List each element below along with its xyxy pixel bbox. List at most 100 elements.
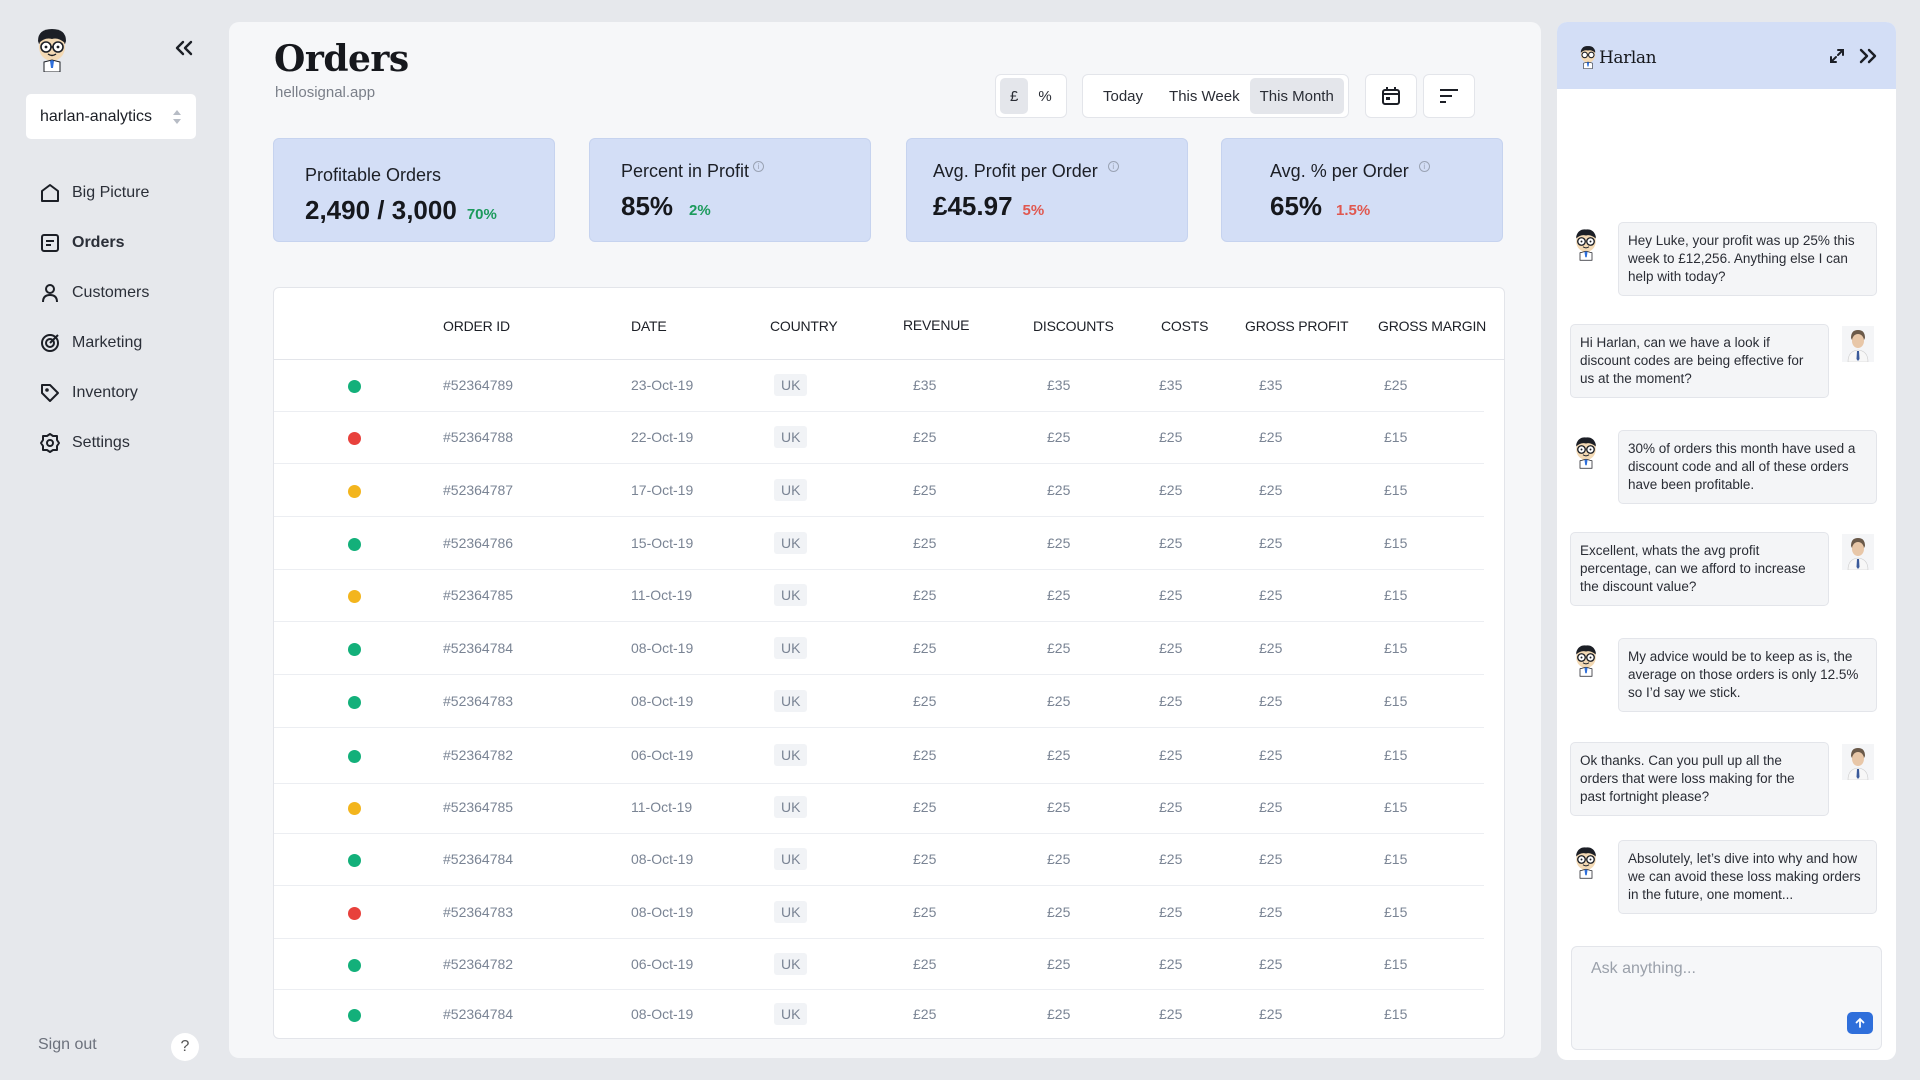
sidebar-item-inventory[interactable]: Inventory: [26, 368, 206, 418]
cell-id[interactable]: #52364787: [443, 482, 514, 498]
cell-id[interactable]: #52364783: [443, 904, 514, 920]
cell-revenue: £25: [913, 587, 937, 603]
cell-gross-margin: £15: [1384, 535, 1408, 551]
sidebar-item-orders[interactable]: Orders: [26, 218, 206, 268]
cell-gross-profit: £25: [1259, 851, 1283, 867]
table-row[interactable]: #52364785 11-Oct-19 UK £25 £25 £25 £25 £15: [274, 570, 1484, 622]
workspace-select[interactable]: harlan-analytics: [26, 94, 196, 139]
orders-table: ORDER ID DATE COUNTRY REVENUE DISCOUNTS …: [273, 287, 1505, 1039]
column-header-discounts[interactable]: DISCOUNTS: [1033, 318, 1114, 334]
cell-revenue: £25: [913, 693, 937, 709]
table-row[interactable]: #52364784 08-Oct-19 UK £25 £25 £25 £25 £15: [274, 623, 1484, 675]
table-row[interactable]: #52364786 15-Oct-19 UK £25 £25 £25 £25 £15: [274, 518, 1484, 570]
currency-option-pound[interactable]: £: [1000, 78, 1029, 114]
calendar-button[interactable]: [1365, 74, 1417, 118]
send-button[interactable]: [1847, 1012, 1873, 1034]
cell-country: UK: [774, 1003, 808, 1025]
double-chevron-left-icon: [175, 40, 193, 56]
cell-country: UK: [774, 953, 808, 975]
cell-gross-margin: £15: [1384, 799, 1408, 815]
cell-costs: £25: [1159, 904, 1183, 920]
cell-discounts: £25: [1047, 956, 1071, 972]
cell-id[interactable]: #52364785: [443, 799, 514, 815]
cell-id[interactable]: #52364786: [443, 535, 514, 551]
currency-toggle: £ %: [995, 74, 1067, 118]
chat-title: Harlan: [1599, 48, 1657, 68]
cell-costs: £25: [1159, 640, 1183, 656]
cell-id[interactable]: #52364785: [443, 587, 514, 603]
column-header-gross-profit[interactable]: GROSS PROFIT: [1245, 318, 1349, 334]
cell-revenue: £25: [913, 747, 937, 763]
range-this-month[interactable]: This Month: [1249, 78, 1344, 114]
harlan-logo: [32, 26, 72, 73]
table-row[interactable]: #52364785 11-Oct-19 UK £25 £25 £25 £25 £15: [274, 782, 1484, 834]
cell-discounts: £25: [1047, 799, 1071, 815]
sidebar: harlan-analytics Big Picture Orders Cust…: [0, 0, 228, 1080]
expand-chat-button[interactable]: [1827, 46, 1847, 66]
table-row[interactable]: #52364784 08-Oct-19 UK £25 £25 £25 £25 £15: [274, 991, 1484, 1038]
cell-gross-margin: £15: [1384, 747, 1408, 763]
collapse-sidebar-button[interactable]: [170, 36, 198, 60]
status-dot: [348, 432, 361, 445]
cell-gross-profit: £25: [1259, 640, 1283, 656]
cell-id[interactable]: #52364784: [443, 851, 514, 867]
column-header-date[interactable]: DATE: [631, 318, 667, 334]
column-header-revenue[interactable]: REVENUE: [903, 317, 970, 333]
info-icon[interactable]: i: [1418, 161, 1430, 172]
chat-input-box: [1571, 946, 1882, 1050]
cell-discounts: £25: [1047, 640, 1071, 656]
kpi-value-text: 2,490 / 3,000: [305, 195, 457, 225]
cell-id[interactable]: #52364782: [443, 747, 514, 763]
cell-id[interactable]: #52364788: [443, 429, 514, 445]
sign-out-link[interactable]: Sign out: [38, 1036, 97, 1053]
cell-date: 23-Oct-19: [631, 377, 694, 393]
cell-costs: £25: [1159, 482, 1183, 498]
table-row[interactable]: #52364782 06-Oct-19 UK £25 £25 £25 £25 £15: [274, 940, 1484, 990]
cell-country: UK: [774, 901, 808, 923]
column-header-costs[interactable]: COSTS: [1161, 318, 1209, 334]
cell-date: 11-Oct-19: [631, 587, 693, 603]
cell-country: UK: [774, 426, 808, 448]
cell-id[interactable]: #52364784: [443, 640, 514, 656]
table-row[interactable]: #52364784 08-Oct-19 UK £25 £25 £25 £25 £15: [274, 834, 1484, 886]
sidebar-item-big-picture[interactable]: Big Picture: [26, 168, 206, 218]
info-icon[interactable]: i: [753, 161, 765, 172]
table-row[interactable]: #52364788 22-Oct-19 UK £25 £25 £25 £25 £15: [274, 412, 1484, 464]
select-arrows-icon: [173, 109, 181, 124]
cell-id[interactable]: #52364783: [443, 693, 514, 709]
sidebar-item-settings[interactable]: Settings: [26, 418, 206, 468]
harlan-avatar-icon: [1571, 640, 1601, 678]
table-row[interactable]: #52364782 06-Oct-19 UK £25 £25 £25 £25 £15: [274, 728, 1484, 784]
info-icon[interactable]: i: [1107, 161, 1119, 172]
table-row[interactable]: #52364787 17-Oct-19 UK £25 £25 £25 £25 £15: [274, 465, 1484, 517]
cell-gross-profit: £25: [1259, 799, 1283, 815]
range-this-week[interactable]: This Week: [1169, 87, 1240, 105]
chat-input[interactable]: [1572, 947, 1881, 991]
collapse-chat-button[interactable]: [1858, 46, 1878, 66]
sort-filter-button[interactable]: [1423, 74, 1475, 118]
sidebar-item-marketing[interactable]: Marketing: [26, 318, 206, 368]
kpi-delta: 2%: [689, 202, 711, 219]
currency-option-percent[interactable]: %: [1038, 87, 1052, 105]
cell-gross-profit: £25: [1259, 1006, 1283, 1022]
cell-id[interactable]: #52364784: [443, 1006, 514, 1022]
cell-country: UK: [774, 637, 808, 659]
column-header-gross-margin[interactable]: GROSS MARGIN: [1378, 318, 1487, 334]
status-dot: [348, 696, 361, 709]
cell-id[interactable]: #52364782: [443, 956, 514, 972]
table-row[interactable]: #52364789 23-Oct-19 UK £35 £35 £35 £35 £25: [274, 360, 1484, 412]
sidebar-item-customers[interactable]: Customers: [26, 268, 206, 318]
cell-date: 08-Oct-19: [631, 1006, 694, 1022]
page-subtitle: hellosignal.app: [275, 84, 376, 101]
kpi-title: Avg. Profit per Order i: [933, 161, 1119, 182]
kpi-title: Profitable Orders: [305, 165, 441, 186]
cell-id[interactable]: #52364789: [443, 377, 514, 393]
help-button[interactable]: ?: [171, 1033, 199, 1061]
kpi-card-avg-percent-per-order: Avg. % per Order i 65% 1.5%: [1221, 138, 1503, 242]
table-row[interactable]: #52364783 08-Oct-19 UK £25 £25 £25 £25 £15: [274, 887, 1484, 939]
range-today[interactable]: Today: [1103, 87, 1144, 105]
table-row[interactable]: #52364783 08-Oct-19 UK £25 £25 £25 £25 £15: [274, 676, 1484, 728]
column-header-country[interactable]: COUNTRY: [770, 318, 838, 334]
column-header-order-id[interactable]: ORDER ID: [443, 318, 510, 334]
cell-costs: £35: [1159, 377, 1183, 393]
